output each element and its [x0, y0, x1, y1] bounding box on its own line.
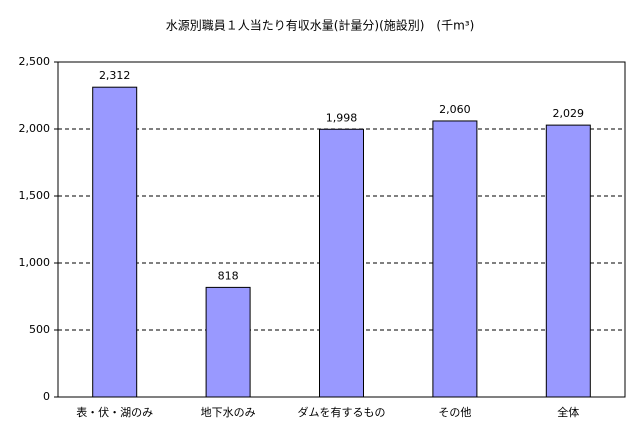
- y-tick-label: 1,500: [19, 189, 51, 202]
- y-tick-label: 500: [29, 323, 50, 336]
- y-tick-label: 0: [43, 390, 50, 403]
- chart-title: 水源別職員１人当たり有収水量(計量分)(施設別) (千m³): [166, 18, 475, 33]
- bar: [92, 86, 138, 398]
- value-label: 1,998: [326, 111, 358, 124]
- bar: [205, 286, 251, 398]
- x-tick-label: その他: [438, 406, 471, 419]
- x-tick-label: 全体: [557, 405, 579, 419]
- x-tick-label: 表・伏・湖のみ: [76, 405, 153, 419]
- value-label: 2,312: [99, 69, 131, 82]
- bar: [319, 128, 364, 398]
- y-tick-label: 2,500: [19, 55, 51, 68]
- bar: [432, 120, 478, 398]
- bar: [545, 124, 591, 398]
- x-tick-label: 地下水のみ: [201, 406, 256, 419]
- y-tick-label: 2,000: [19, 122, 51, 135]
- value-label: 2,029: [553, 107, 585, 120]
- value-label: 818: [218, 269, 239, 282]
- x-tick-label: ダムを有するもの: [298, 405, 386, 419]
- y-tick-label: 1,000: [19, 256, 51, 269]
- value-label: 2,060: [439, 103, 471, 116]
